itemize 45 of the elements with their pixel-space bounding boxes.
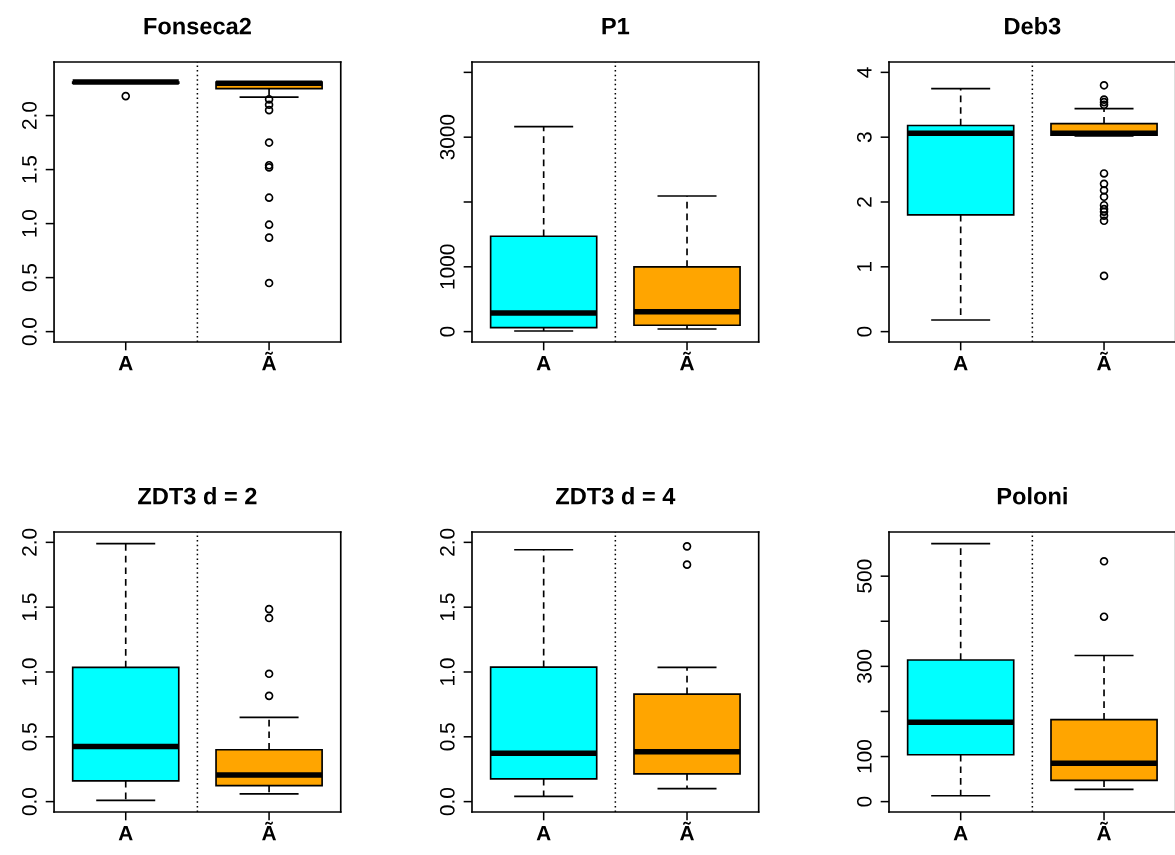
y-tick-label: 2.0 bbox=[439, 528, 455, 556]
y-tick-label: 1000 bbox=[439, 244, 455, 289]
y-tick-label: 3000 bbox=[439, 114, 455, 160]
chart-title: P1 bbox=[602, 17, 630, 35]
x-tick-label: Ã bbox=[262, 351, 277, 371]
x-tick-label: A bbox=[536, 355, 551, 371]
y-tick-label: 0.0 bbox=[21, 787, 37, 816]
y-tick-label: 300 bbox=[856, 649, 872, 683]
y-tick-label: 500 bbox=[856, 559, 872, 593]
x-tick-label: Ã bbox=[680, 821, 694, 841]
y-tick-label: 4 bbox=[857, 67, 872, 78]
x-tick-label: Ã bbox=[1097, 821, 1111, 841]
chart-title: ZDT3 d = 2 bbox=[138, 487, 257, 505]
chart-title: Deb3 bbox=[1005, 17, 1061, 35]
x-tick-label: Ã bbox=[262, 821, 277, 841]
y-tick-label: 0.0 bbox=[439, 787, 455, 816]
y-tick-label: 3 bbox=[856, 132, 872, 143]
x-tick-label: Ã bbox=[680, 351, 694, 371]
y-tick-label: 2.0 bbox=[21, 528, 37, 556]
chart-title: Poloni bbox=[997, 487, 1067, 505]
x-tick-label: A bbox=[118, 355, 133, 371]
x-tick-label: Ã bbox=[1097, 351, 1111, 371]
x-tick-label: A bbox=[953, 355, 968, 371]
y-tick-label: 2 bbox=[856, 197, 872, 207]
y-tick-label: 1.0 bbox=[439, 658, 455, 685]
y-tick-label: 1.5 bbox=[22, 155, 37, 183]
y-tick-label: 1 bbox=[857, 262, 872, 272]
y-tick-label: 0.5 bbox=[439, 723, 455, 751]
x-tick-label: A bbox=[953, 825, 968, 841]
y-tick-label: 0 bbox=[856, 796, 872, 807]
chart-title: ZDT3 d = 4 bbox=[556, 487, 676, 505]
y-tick-label: 0.0 bbox=[21, 317, 37, 346]
x-tick-label: A bbox=[536, 825, 551, 841]
y-tick-label: 1.5 bbox=[22, 593, 37, 621]
y-tick-label: 1.5 bbox=[440, 593, 455, 621]
y-tick-label: 0.5 bbox=[21, 264, 37, 292]
y-tick-label: 1.0 bbox=[21, 658, 37, 685]
y-tick-label: 0.5 bbox=[21, 723, 37, 751]
y-tick-label: 0 bbox=[439, 326, 455, 337]
y-tick-label: 100 bbox=[856, 739, 872, 773]
y-tick-label: 0 bbox=[856, 326, 872, 337]
y-tick-label: 1.0 bbox=[21, 209, 37, 237]
chart-title: Fonseca2 bbox=[144, 17, 251, 35]
x-tick-label: A bbox=[118, 825, 133, 841]
y-tick-label: 2.0 bbox=[21, 101, 37, 129]
